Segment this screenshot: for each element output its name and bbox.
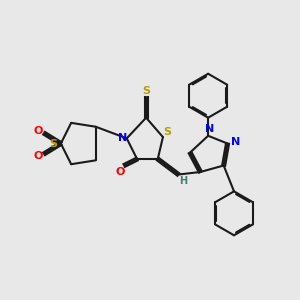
Text: N: N [231,137,240,147]
Text: N: N [118,134,128,143]
Text: O: O [34,152,43,161]
Text: O: O [34,126,43,136]
Text: H: H [179,176,188,186]
Text: S: S [163,127,171,137]
Text: N: N [205,124,214,134]
Text: S: S [49,139,57,148]
Text: O: O [116,167,125,177]
Text: S: S [142,85,150,96]
